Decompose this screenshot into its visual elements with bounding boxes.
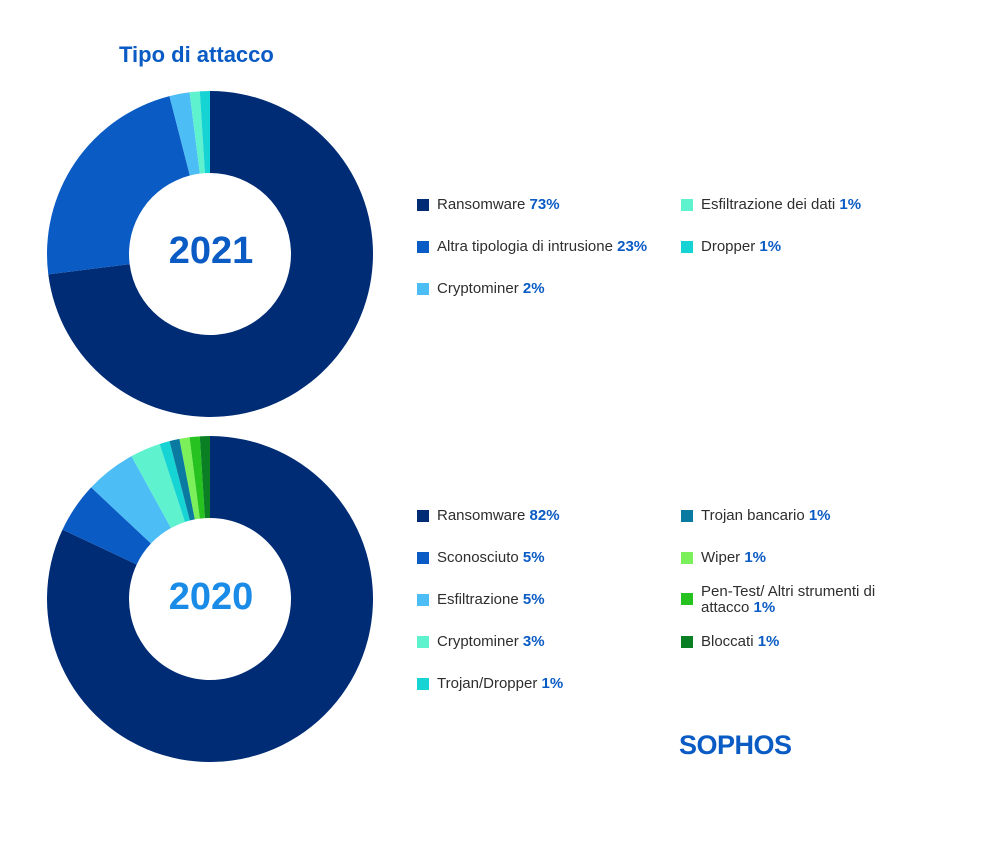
donut-slice-ransomware xyxy=(47,436,373,762)
legend-swatch xyxy=(681,552,693,564)
legend-swatch xyxy=(417,199,429,211)
donut-slice-esfiltrazione xyxy=(91,456,171,544)
chart-title: Tipo di attacco xyxy=(119,42,274,67)
legend-value: 5% xyxy=(522,549,545,566)
donut-chart-2020 xyxy=(47,436,373,762)
donut-slice-sconosciuto xyxy=(62,487,151,565)
legend-2020-cryptominer: Cryptominer 3% xyxy=(417,634,545,650)
legend-swatch xyxy=(417,510,429,522)
legend-label: Altra tipologia di intrusione xyxy=(437,238,613,255)
legend-2020-bloccati: Bloccati 1% xyxy=(681,634,779,650)
sophos-logo: SOPHOS xyxy=(679,730,792,760)
legend-label: Sconosciuto xyxy=(437,549,519,566)
legend-swatch xyxy=(681,593,693,605)
legend-2020-sconosciuto: Sconosciuto 5% xyxy=(417,550,545,566)
legend-swatch xyxy=(417,283,429,295)
legend-label: Pen-Test/ Altri strumenti di attacco xyxy=(701,583,876,616)
legend-value: 1% xyxy=(759,238,782,255)
legend-label: Ransomware xyxy=(437,507,526,524)
legend-value: 1% xyxy=(744,549,767,566)
donut-slice-wiper xyxy=(179,437,200,520)
legend-2021-altra-tipologia: Altra tipologia di intrusione 23% xyxy=(417,239,647,255)
legend-label: Esfiltrazione dei dati xyxy=(701,196,836,213)
legend-label: Trojan/Dropper xyxy=(437,675,538,692)
legend-label: Ransomware xyxy=(437,196,526,213)
legend-value: 2% xyxy=(522,280,545,297)
legend-label: Cryptominer xyxy=(437,633,519,650)
legend-swatch xyxy=(681,241,693,253)
legend-value: 1% xyxy=(757,633,780,650)
legend-label: Cryptominer xyxy=(437,280,519,297)
donut-slice-esfiltrazione-dei-dati xyxy=(189,91,205,174)
donut-slice-cryptominer xyxy=(169,92,200,176)
legend-2021-cryptominer: Cryptominer 2% xyxy=(417,281,545,297)
legend-2020-trojan-dropper: Trojan/Dropper 1% xyxy=(417,676,563,692)
legend-swatch xyxy=(417,241,429,253)
legend-value: 3% xyxy=(522,633,545,650)
donut-slice-altra-tipologia-di-intrusione xyxy=(47,96,190,275)
legend-swatch xyxy=(417,552,429,564)
legend-2021-dropper: Dropper 1% xyxy=(681,239,781,255)
legend-value: 82% xyxy=(529,507,560,524)
legend-value: 1% xyxy=(839,196,862,213)
legend-swatch xyxy=(681,199,693,211)
legend-value: 73% xyxy=(529,196,560,213)
donut-chart-2021 xyxy=(47,91,373,417)
legend-2020-pen-test: Pen-Test/ Altri strumenti di attacco 1% xyxy=(681,584,896,616)
legend-value: 1% xyxy=(808,507,831,524)
legend-label: Wiper xyxy=(701,549,741,566)
legend-value: 1% xyxy=(541,675,564,692)
donut-slice-dropper xyxy=(199,91,210,174)
legend-swatch xyxy=(417,678,429,690)
legend-2020-trojan-bancario: Trojan bancario 1% xyxy=(681,508,831,524)
donut-slice-trojan-dropper xyxy=(159,441,190,522)
legend-value: 23% xyxy=(617,238,648,255)
legend-label: Bloccati xyxy=(701,633,754,650)
legend-label: Trojan bancario xyxy=(701,507,805,524)
legend-swatch xyxy=(681,636,693,648)
legend-value: 1% xyxy=(753,599,776,616)
center-label-2021: 2021 xyxy=(168,230,254,272)
legend-2021-ransomware: Ransomware 73% xyxy=(417,197,560,213)
legend-2021-esfiltrazione-dati: Esfiltrazione dei dati 1% xyxy=(681,197,861,213)
legend-swatch xyxy=(681,510,693,522)
legend-2020-ransomware: Ransomware 82% xyxy=(417,508,560,524)
donut-slice-cryptominer xyxy=(131,443,185,529)
donut-slice-bloccati xyxy=(199,436,210,519)
center-label-2020: 2020 xyxy=(168,576,254,618)
donut-slice-pen-test-altri-strumenti-di-attacco xyxy=(189,436,205,519)
legend-2020-esfiltrazione: Esfiltrazione 5% xyxy=(417,592,545,608)
legend-swatch xyxy=(417,636,429,648)
legend-label: Dropper xyxy=(701,238,756,255)
legend-swatch xyxy=(417,594,429,606)
legend-label: Esfiltrazione xyxy=(437,591,519,608)
donut-slice-trojan-bancario xyxy=(169,438,195,521)
legend-2020-wiper: Wiper 1% xyxy=(681,550,766,566)
donut-slice-ransomware xyxy=(48,91,373,417)
legend-value: 5% xyxy=(522,591,545,608)
